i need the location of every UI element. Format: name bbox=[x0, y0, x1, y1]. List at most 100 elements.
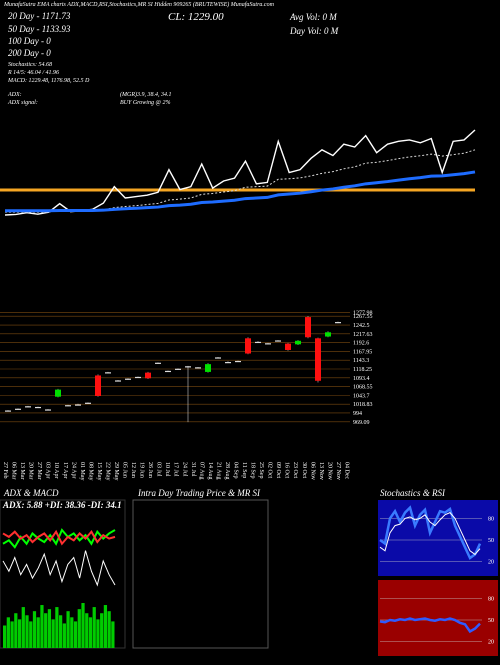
y-tick-label: 50 bbox=[488, 618, 494, 624]
mgr-text: (MGR)3.9, 38.4, 34.1 bbox=[120, 91, 172, 98]
candle-body bbox=[135, 376, 141, 379]
candle-body bbox=[145, 372, 151, 379]
candle-body bbox=[55, 389, 61, 397]
candle-body bbox=[175, 368, 181, 370]
candle-body bbox=[115, 380, 121, 382]
x-tick-label: 08 May bbox=[87, 462, 93, 481]
y-tick-label: 20 bbox=[488, 560, 494, 566]
y-tick-label: 1192.6 bbox=[353, 341, 369, 347]
x-tick-label: 05 Jun bbox=[122, 462, 128, 478]
candle-body bbox=[45, 409, 51, 411]
x-tick-label: 20 Nov bbox=[326, 462, 332, 480]
macd-bar bbox=[40, 605, 44, 648]
ma200-text: 200 Day - 0 bbox=[8, 48, 51, 58]
x-tick-label: 03 Apr bbox=[45, 462, 51, 479]
intraday-panel bbox=[132, 499, 269, 649]
x-tick-label: 28 Aug bbox=[224, 462, 230, 480]
x-tick-label: 04 Sep bbox=[232, 462, 238, 479]
candle-body bbox=[315, 338, 321, 381]
panel-title: Intra Day Trading Price & MR SI bbox=[137, 488, 261, 498]
x-tick-label: 27 Feb bbox=[2, 462, 8, 479]
x-tick-label: 15 May bbox=[96, 462, 102, 481]
x-tick-label: 13 Nov bbox=[318, 462, 324, 480]
y-tick-label: 1277.98 bbox=[353, 310, 373, 316]
candle-body bbox=[155, 362, 161, 364]
osc-line bbox=[379, 617, 481, 634]
y-tick-label: 1043.7 bbox=[353, 393, 370, 399]
x-tick-label: 29 May bbox=[113, 462, 119, 481]
candle-body bbox=[5, 410, 11, 412]
candle-body bbox=[275, 340, 281, 342]
x-tick-label: 10 Apr bbox=[53, 462, 59, 479]
x-tick-label: 06 Mar bbox=[11, 462, 17, 480]
ma20-text: 20 Day - 1171.73 bbox=[8, 11, 71, 21]
y-tick-label: 1267.55 bbox=[353, 314, 373, 320]
macd-bar bbox=[81, 603, 85, 648]
x-tick-label: 24 Apr bbox=[70, 462, 76, 479]
candle-body bbox=[85, 402, 91, 404]
candle-body bbox=[15, 408, 21, 410]
x-tick-label: 24 Jul bbox=[181, 462, 187, 477]
candle-body bbox=[295, 340, 301, 345]
x-tick-label: 07 Aug bbox=[198, 462, 204, 480]
macd-bar bbox=[32, 611, 37, 648]
x-tick-label: 01 May bbox=[79, 462, 85, 481]
x-tick-label: 18 Sep bbox=[250, 462, 256, 479]
close-text: CL: 1229.00 bbox=[168, 11, 224, 23]
macd-bar bbox=[10, 621, 14, 648]
macd-bar bbox=[66, 611, 70, 648]
ma100-text: 100 Day - 0 bbox=[8, 36, 51, 46]
rsi-text: R 14/5: 46.04 / 41.96 bbox=[7, 69, 59, 76]
y-tick-label: 1068.55 bbox=[353, 385, 373, 391]
macd-bar bbox=[14, 613, 18, 648]
x-tick-label: 17 Apr bbox=[62, 462, 68, 479]
x-tick-label: 25 Sep bbox=[258, 462, 264, 479]
y-tick-label: 1217.63 bbox=[353, 332, 373, 338]
macd-bar bbox=[88, 617, 93, 648]
macd-bar bbox=[85, 613, 89, 648]
macd-bar bbox=[25, 615, 29, 648]
candle-body bbox=[245, 338, 251, 354]
adx-line bbox=[2, 529, 116, 546]
candle-body bbox=[205, 364, 211, 372]
x-tick-label: 09 Oct bbox=[275, 462, 281, 478]
candle-body bbox=[325, 332, 331, 337]
macd-text: MACD: 1229.48, 1176.98, 52.5 D bbox=[7, 77, 90, 84]
y-tick-label: 1143.3 bbox=[353, 358, 369, 364]
x-tick-label: 27 Mar bbox=[36, 462, 42, 480]
macd-bar bbox=[77, 609, 81, 648]
ma50-text: 50 Day - 1133.93 bbox=[8, 24, 71, 34]
macd-bar bbox=[96, 619, 100, 648]
macd-bar bbox=[17, 619, 22, 648]
x-tick-label: 11 Sep bbox=[241, 462, 247, 478]
macd-bar bbox=[73, 621, 78, 648]
macd-bar bbox=[103, 605, 108, 648]
x-tick-label: 19 Jun bbox=[139, 462, 145, 478]
macd-bar bbox=[70, 617, 74, 648]
y-tick-label: 1018.83 bbox=[353, 402, 373, 408]
x-tick-label: 06 Nov bbox=[309, 462, 315, 480]
y-tick-label: 80 bbox=[488, 516, 494, 522]
day-vol: Day Vol: 0 M bbox=[289, 26, 339, 36]
x-tick-label: 31 Jul bbox=[190, 462, 196, 477]
candle-body bbox=[215, 357, 221, 359]
candle-body bbox=[255, 341, 261, 344]
x-tick-label: 27 Nov bbox=[335, 462, 341, 480]
adx-values: ADX: 5.88 +DI: 38.36 -DI: 34.1 bbox=[2, 500, 122, 510]
price-line bbox=[5, 170, 476, 213]
candle-body bbox=[305, 317, 311, 338]
macd-bar bbox=[59, 615, 63, 648]
x-tick-label: 23 Oct bbox=[292, 462, 298, 478]
candle-body bbox=[285, 343, 291, 350]
macd-bar bbox=[100, 613, 104, 648]
banner: MunafaSutra EMA charts ADX,MACD,RSI,Stoc… bbox=[3, 1, 275, 8]
y-tick-label: 1167.95 bbox=[353, 349, 372, 355]
candle-body bbox=[265, 343, 271, 345]
price-line bbox=[5, 149, 476, 213]
candle-body bbox=[95, 375, 101, 396]
macd-bar bbox=[29, 621, 33, 648]
x-tick-label: 30 Oct bbox=[301, 462, 307, 478]
x-tick-label: 10 Jul bbox=[164, 462, 170, 477]
rsi-panel bbox=[378, 580, 498, 656]
